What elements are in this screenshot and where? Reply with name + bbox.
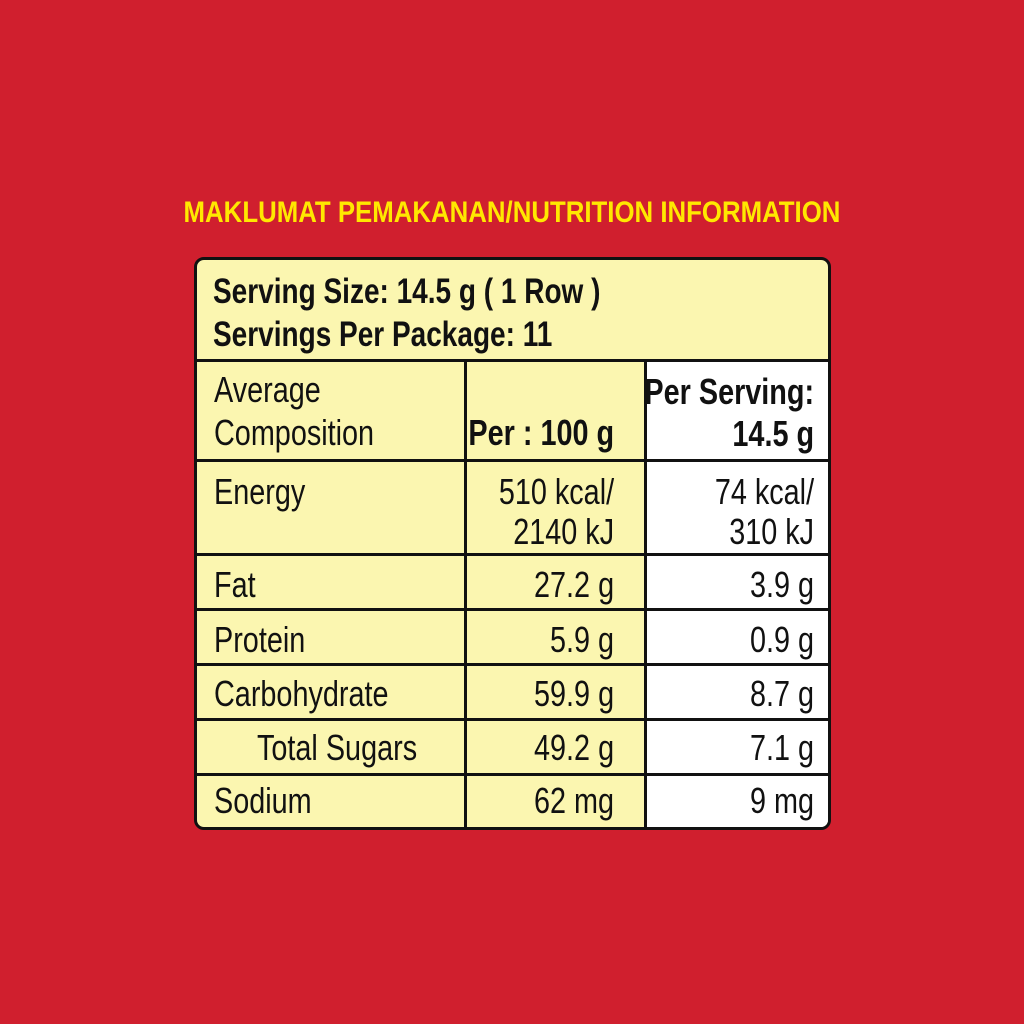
protein-per-100g: 5.9 g [549, 619, 614, 660]
composition-header-line1: Average [214, 369, 321, 410]
row-label-carbohydrate: Carbohydrate [214, 673, 389, 714]
protein-per-serving: 0.9 g [749, 619, 814, 660]
row-divider [197, 459, 828, 462]
serving-size: Serving Size: 14.5 g ( 1 Row ) [213, 272, 601, 311]
row-divider [197, 773, 828, 776]
row-label-energy: Energy [214, 471, 306, 512]
per-serving-column [644, 362, 828, 827]
energy-per-serving-kj: 310 kJ [729, 511, 814, 552]
total-sugars-per-100g: 49.2 g [533, 727, 614, 768]
nutrition-title: MAKLUMAT PEMAKANAN/NUTRITION INFORMATION [183, 196, 841, 229]
servings-per-package: Servings Per Package: 11 [213, 315, 553, 354]
row-divider [197, 718, 828, 721]
row-divider [197, 608, 828, 611]
per-100g-column [464, 362, 644, 827]
row-divider [197, 553, 828, 556]
energy-per-100g-kj: 2140 kJ [513, 511, 614, 552]
nutrition-panel: Serving Size: 14.5 g ( 1 Row ) Servings … [194, 257, 831, 830]
energy-per-serving-kcal: 74 kcal/ [714, 471, 814, 512]
row-label-sodium: Sodium [214, 780, 312, 821]
fat-per-100g: 27.2 g [533, 564, 614, 605]
total-sugars-per-serving: 7.1 g [749, 727, 814, 768]
composition-header-line2: Composition [214, 412, 375, 453]
row-label-fat: Fat [214, 564, 256, 605]
row-label-total-sugars: Total Sugars [257, 727, 418, 768]
per-serving-header-line2: 14.5 g [732, 413, 814, 454]
carbohydrate-per-100g: 59.9 g [533, 673, 614, 714]
row-label-protein: Protein [214, 619, 306, 660]
fat-per-serving: 3.9 g [749, 564, 814, 605]
sodium-per-100g: 62 mg [533, 780, 614, 821]
per-100g-header: Per : 100 g [468, 412, 614, 453]
serving-header: Serving Size: 14.5 g ( 1 Row ) Servings … [197, 260, 828, 362]
carbohydrate-per-serving: 8.7 g [749, 673, 814, 714]
row-divider [197, 663, 828, 666]
energy-per-100g-kcal: 510 kcal/ [498, 471, 614, 512]
per-serving-header-line1: Per Serving: [644, 371, 814, 412]
sodium-per-serving: 9 mg [749, 780, 814, 821]
